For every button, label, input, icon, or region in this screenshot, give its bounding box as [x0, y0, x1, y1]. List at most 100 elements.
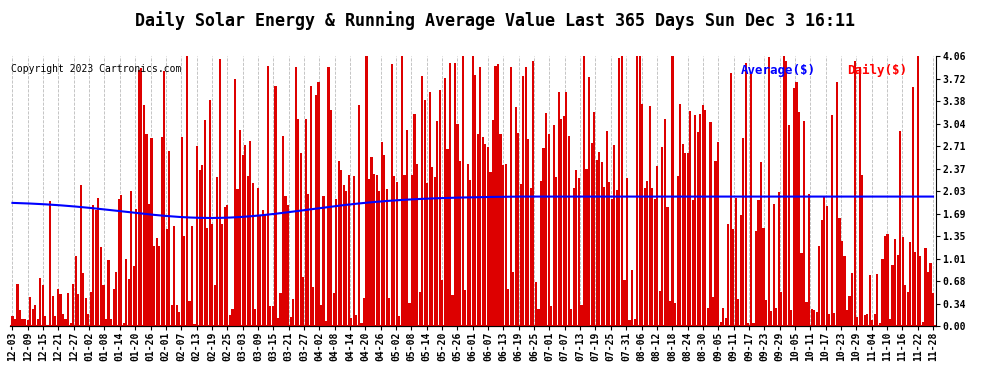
- Bar: [646, 182, 648, 326]
- Bar: [115, 273, 117, 326]
- Bar: [388, 298, 390, 326]
- Bar: [679, 104, 681, 326]
- Bar: [562, 116, 565, 326]
- Bar: [239, 130, 242, 326]
- Bar: [237, 189, 239, 326]
- Bar: [856, 317, 858, 326]
- Bar: [448, 63, 451, 326]
- Bar: [523, 76, 525, 326]
- Bar: [879, 323, 881, 326]
- Bar: [710, 122, 712, 326]
- Bar: [87, 314, 89, 326]
- Bar: [760, 162, 762, 326]
- Bar: [456, 124, 458, 326]
- Bar: [380, 142, 383, 326]
- Bar: [811, 309, 813, 326]
- Bar: [717, 142, 719, 326]
- Bar: [749, 74, 752, 326]
- Bar: [608, 182, 611, 326]
- Bar: [497, 64, 499, 326]
- Bar: [651, 188, 653, 326]
- Bar: [593, 112, 595, 326]
- Bar: [264, 214, 266, 326]
- Bar: [477, 134, 479, 326]
- Bar: [59, 294, 61, 326]
- Bar: [669, 301, 671, 326]
- Bar: [310, 86, 312, 326]
- Bar: [242, 155, 244, 326]
- Bar: [181, 137, 183, 326]
- Bar: [170, 305, 173, 326]
- Bar: [738, 299, 740, 326]
- Bar: [697, 132, 699, 326]
- Bar: [552, 125, 554, 326]
- Bar: [555, 177, 557, 326]
- Bar: [352, 176, 355, 326]
- Bar: [596, 160, 598, 326]
- Bar: [279, 293, 281, 326]
- Bar: [795, 82, 798, 326]
- Bar: [287, 206, 289, 326]
- Bar: [214, 285, 216, 326]
- Bar: [178, 312, 180, 326]
- Bar: [219, 58, 221, 326]
- Bar: [772, 204, 775, 326]
- Bar: [648, 106, 650, 326]
- Bar: [487, 147, 489, 326]
- Bar: [843, 255, 845, 326]
- Bar: [479, 67, 481, 326]
- Bar: [735, 198, 737, 326]
- Bar: [90, 292, 92, 326]
- Bar: [500, 134, 502, 326]
- Bar: [848, 296, 850, 326]
- Bar: [227, 205, 229, 326]
- Bar: [757, 200, 759, 326]
- Bar: [533, 62, 535, 326]
- Bar: [14, 319, 16, 326]
- Bar: [894, 238, 896, 326]
- Bar: [616, 190, 618, 326]
- Bar: [110, 319, 112, 326]
- Bar: [560, 119, 562, 326]
- Bar: [42, 285, 44, 326]
- Bar: [335, 199, 338, 326]
- Bar: [824, 196, 826, 326]
- Bar: [158, 246, 160, 326]
- Bar: [744, 63, 746, 326]
- Bar: [209, 100, 211, 326]
- Bar: [707, 308, 709, 326]
- Bar: [56, 288, 59, 326]
- Bar: [601, 162, 603, 326]
- Bar: [517, 134, 520, 326]
- Bar: [446, 149, 448, 326]
- Bar: [393, 176, 395, 326]
- Bar: [567, 136, 570, 326]
- Bar: [839, 218, 841, 326]
- Bar: [355, 315, 357, 326]
- Bar: [767, 57, 769, 326]
- Bar: [357, 105, 360, 326]
- Bar: [570, 309, 572, 326]
- Bar: [611, 198, 613, 326]
- Bar: [727, 224, 730, 326]
- Bar: [702, 105, 704, 326]
- Bar: [282, 136, 284, 326]
- Bar: [274, 86, 276, 326]
- Bar: [229, 315, 231, 326]
- Bar: [95, 210, 97, 326]
- Bar: [437, 121, 439, 326]
- Bar: [266, 66, 269, 326]
- Bar: [932, 293, 935, 326]
- Bar: [97, 198, 99, 326]
- Bar: [102, 285, 105, 326]
- Bar: [606, 131, 608, 326]
- Bar: [183, 236, 185, 326]
- Bar: [540, 180, 543, 326]
- Bar: [123, 323, 125, 326]
- Bar: [442, 279, 444, 326]
- Bar: [853, 61, 855, 326]
- Bar: [211, 224, 213, 326]
- Bar: [886, 234, 889, 326]
- Bar: [143, 105, 145, 326]
- Text: Daily($): Daily($): [847, 64, 908, 77]
